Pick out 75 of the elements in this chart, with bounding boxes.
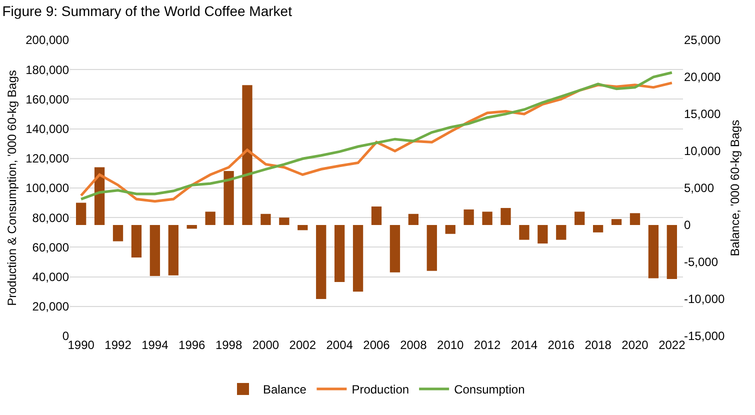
legend-label: Consumption [454, 382, 525, 397]
x-tick-label: 2014 [510, 338, 538, 352]
x-tick-label: 1994 [142, 338, 169, 352]
y2-tick-label: 10,000 [684, 144, 722, 158]
chart-title: Figure 9: Summary of the World Coffee Market [2, 3, 292, 20]
y-tick-label: 140,000 [26, 122, 70, 136]
x-tick-label: 1990 [68, 338, 95, 352]
y2-tick-label: 25,000 [684, 33, 722, 48]
bar [390, 225, 400, 272]
y-tick-label: 20,000 [32, 300, 70, 314]
x-tick-label: 2008 [400, 338, 428, 352]
bar [131, 225, 142, 258]
bar [611, 219, 622, 225]
y2-tick-label: -15,000 [684, 329, 726, 344]
y-tick-label: 120,000 [26, 152, 70, 166]
y-tick-label: 40,000 [32, 270, 70, 284]
bar [76, 202, 86, 225]
bar [500, 208, 511, 225]
bar [150, 225, 160, 276]
bar [574, 212, 585, 225]
x-tick-label: 2018 [584, 338, 612, 352]
x-tick-label: 2020 [622, 338, 649, 352]
bar [186, 225, 197, 229]
y2-tick-label: -10,000 [684, 292, 726, 306]
bar [316, 225, 326, 299]
bar [426, 225, 437, 271]
x-tick-label: 2012 [474, 338, 501, 352]
x-tick-label: 2002 [289, 338, 316, 352]
y-tick-label: 180,000 [26, 62, 70, 77]
bar [298, 225, 308, 230]
bar [648, 225, 659, 278]
bar [224, 170, 234, 225]
bar [112, 225, 124, 242]
x-tick-label: 1996 [178, 338, 206, 352]
bar [371, 206, 382, 225]
bar [279, 218, 290, 225]
bar [630, 213, 640, 225]
legend-label: Production [352, 382, 410, 397]
x-tick-label: 1998 [215, 338, 242, 352]
y2-axis-title: Balance, '000 60-kg Bags [728, 120, 742, 256]
y2-tick-label: 0 [684, 218, 691, 232]
y-axis-title: Production & Consumption, '000 60-kg Bags [4, 70, 19, 306]
y2-tick-label: 5,000 [684, 181, 714, 196]
y-tick-label: 100,000 [26, 181, 70, 196]
bar [482, 212, 492, 225]
bar [408, 214, 419, 225]
x-tick-label: 2006 [363, 338, 390, 352]
y2-tick-label: -5,000 [684, 255, 718, 270]
x-tick-label: 2010 [437, 338, 464, 352]
y-tick-label: 80,000 [32, 210, 70, 225]
bar [519, 225, 530, 240]
x-tick-label: 2004 [326, 338, 354, 352]
x-tick-label: 2000 [252, 338, 280, 352]
bar [205, 212, 216, 225]
bar [352, 225, 364, 292]
bar [242, 85, 252, 225]
bar [538, 225, 548, 244]
y-tick-label: 160,000 [26, 92, 70, 106]
y-tick-label: 200,000 [26, 33, 70, 48]
bar [666, 225, 677, 280]
bar [556, 225, 566, 240]
y2-tick-label: 20,000 [684, 70, 722, 84]
x-tick-label: 2016 [548, 338, 575, 352]
x-tick-label: 1992 [104, 338, 132, 352]
bar [334, 225, 345, 282]
bar [168, 225, 178, 276]
bar [445, 225, 456, 234]
y-tick-label: 0 [62, 329, 70, 344]
bar [592, 225, 604, 232]
y-tick-label: 60,000 [32, 240, 70, 254]
legend-label: Balance [263, 382, 307, 397]
bar [464, 209, 474, 225]
bar [260, 214, 271, 225]
y2-tick-label: 15,000 [684, 107, 722, 122]
x-tick-label: 2022 [658, 338, 686, 352]
